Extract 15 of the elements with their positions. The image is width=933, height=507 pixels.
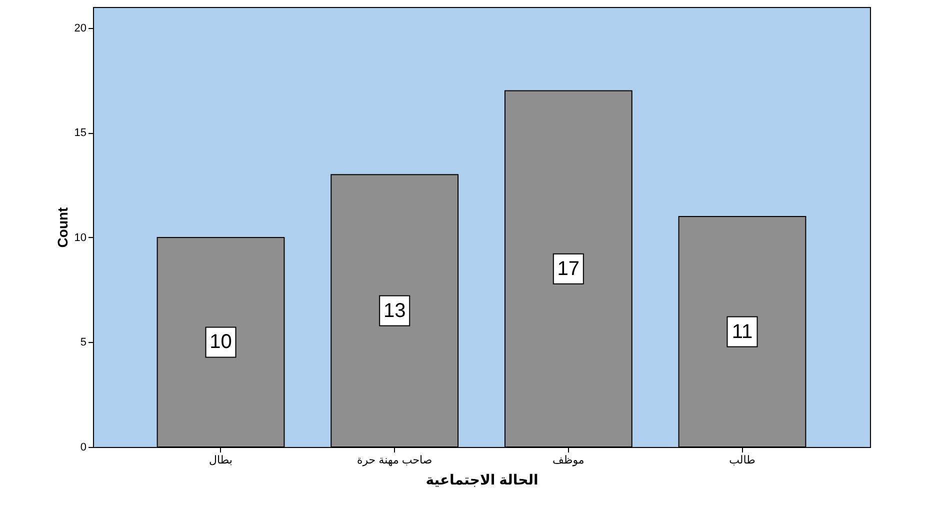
y-tick-label: 5 <box>80 336 86 349</box>
y-tick-label: 0 <box>80 442 86 454</box>
y-tick-label: 15 <box>74 127 86 140</box>
y-axis-title: Count <box>54 206 70 248</box>
data-label: 13 <box>383 300 406 322</box>
x-tick-label: موظف <box>552 454 584 466</box>
x-axis-title: الحالة الاجتماعية <box>426 472 538 488</box>
data-label: 10 <box>210 331 232 354</box>
data-label: 17 <box>557 258 580 280</box>
x-tick-label: صاحب مهنة حرة <box>356 454 432 466</box>
x-tick-label: طالب <box>729 454 756 466</box>
y-tick-label: 10 <box>74 232 86 244</box>
x-tick-label: بطال <box>209 454 232 466</box>
y-tick-label: 20 <box>74 22 86 34</box>
data-label: 11 <box>732 320 753 343</box>
